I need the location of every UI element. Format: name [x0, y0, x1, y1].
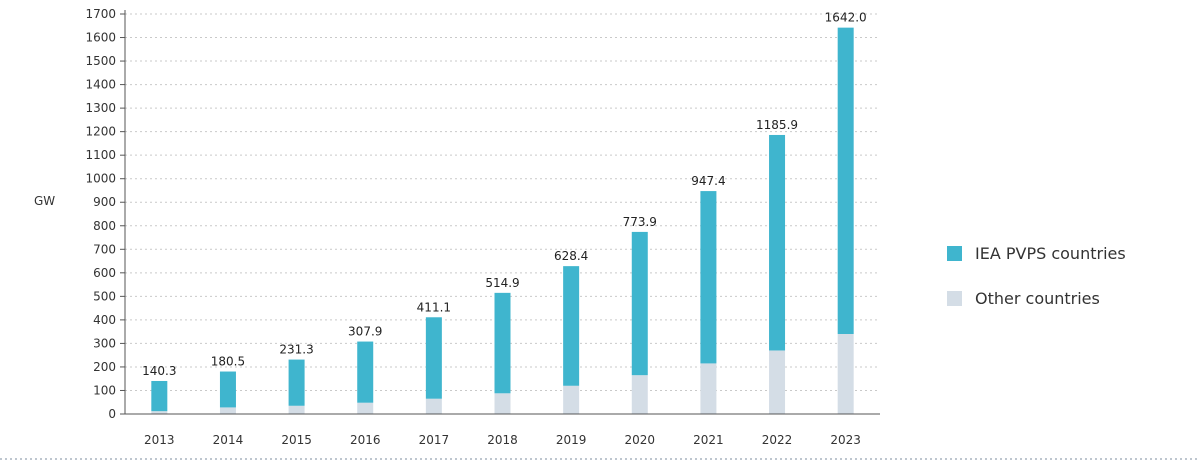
bar-total-label-2017: 411.1	[417, 300, 451, 314]
y-tick-label: 1500	[85, 54, 116, 68]
y-tick-label: 700	[93, 242, 116, 256]
labels: 140.3 2013 180.5 2014 231.3 2015 307.9 2016 411.…	[142, 11, 867, 447]
bar-total-label-2014: 180.5	[211, 355, 245, 369]
bar-total-label-2019: 628.4	[554, 249, 588, 263]
bar-other-countries-2022	[769, 350, 786, 414]
y-tick-label: 1000	[85, 172, 116, 186]
gridlines	[125, 13, 880, 391]
y-tick-label: 500	[93, 289, 116, 303]
y-tick-label: 400	[93, 313, 116, 327]
y-tick-label: 1700	[85, 7, 116, 21]
bar-other-countries-2014	[219, 407, 236, 414]
bar-iea-pvps-countries-2022	[769, 134, 786, 351]
bar-other-countries-2021	[700, 363, 717, 414]
bar-other-countries-2017	[425, 398, 442, 414]
bar-iea-pvps-countries-2016	[357, 341, 374, 403]
bar-iea-pvps-countries-2021	[700, 191, 717, 364]
bar-iea-pvps-countries-2017	[425, 317, 442, 399]
x-tick-label-2023: 2023	[830, 433, 861, 447]
x-tick-label-2014: 2014	[213, 433, 244, 447]
x-tick-label-2018: 2018	[487, 433, 518, 447]
x-tick-label-2019: 2019	[556, 433, 587, 447]
bar-total-label-2018: 514.9	[485, 276, 519, 290]
legend: IEA PVPS countries Other countries	[947, 244, 1126, 308]
axes: 0 100 200 300 400 500 600 700 800 900 1000 1100 1200…	[85, 7, 880, 421]
bar-total-label-2013: 140.3	[142, 364, 176, 378]
y-tick-label: 1600	[85, 31, 116, 45]
x-tick-label-2016: 2016	[350, 433, 381, 447]
y-tick-label: 1100	[85, 148, 116, 162]
x-tick-label-2017: 2017	[419, 433, 450, 447]
legend-swatch-iea-pvps-countries	[947, 246, 962, 261]
bar-other-countries-2016	[357, 402, 374, 414]
bar-iea-pvps-countries-2013	[151, 380, 168, 412]
x-tick-label-2015: 2015	[281, 433, 312, 447]
y-axis-unit-label: GW	[34, 194, 55, 208]
y-tick-label: 300	[93, 336, 116, 350]
bar-total-label-2020: 773.9	[623, 215, 657, 229]
y-tick-label: 200	[93, 360, 116, 374]
x-tick-label-2022: 2022	[762, 433, 793, 447]
legend-label-iea-pvps-countries: IEA PVPS countries	[975, 244, 1126, 263]
y-tick-label: 800	[93, 219, 116, 233]
y-tick-label: 100	[93, 383, 116, 397]
bar-iea-pvps-countries-2020	[631, 231, 648, 376]
bar-total-label-2023: 1642.0	[825, 11, 867, 25]
y-tick-label: 0	[108, 407, 116, 421]
bar-other-countries-2013	[151, 411, 168, 414]
y-tick-label: 1300	[85, 101, 116, 115]
bar-total-label-2022: 1185.9	[756, 118, 798, 132]
bar-iea-pvps-countries-2018	[494, 292, 511, 394]
bar-total-label-2016: 307.9	[348, 325, 382, 339]
x-tick-label-2013: 2013	[144, 433, 175, 447]
bar-iea-pvps-countries-2023	[837, 27, 854, 334]
bar-iea-pvps-countries-2014	[219, 371, 236, 408]
bar-iea-pvps-countries-2019	[563, 266, 580, 386]
bar-total-label-2021: 947.4	[691, 174, 725, 188]
bar-other-countries-2018	[494, 393, 511, 414]
bar-other-countries-2015	[288, 405, 305, 414]
legend-label-other-countries: Other countries	[975, 289, 1100, 308]
legend-swatch-other-countries	[947, 291, 962, 306]
bar-other-countries-2023	[837, 334, 854, 414]
bar-other-countries-2020	[631, 375, 648, 414]
x-tick-label-2021: 2021	[693, 433, 724, 447]
y-tick-label: 600	[93, 266, 116, 280]
bar-iea-pvps-countries-2015	[288, 359, 305, 406]
x-tick-label-2020: 2020	[624, 433, 655, 447]
y-tick-label: 1200	[85, 125, 116, 139]
bar-total-label-2015: 231.3	[279, 343, 313, 357]
y-tick-label: 900	[93, 195, 116, 209]
bars	[151, 27, 854, 414]
bar-other-countries-2019	[563, 385, 580, 414]
y-tick-label: 1400	[85, 78, 116, 92]
